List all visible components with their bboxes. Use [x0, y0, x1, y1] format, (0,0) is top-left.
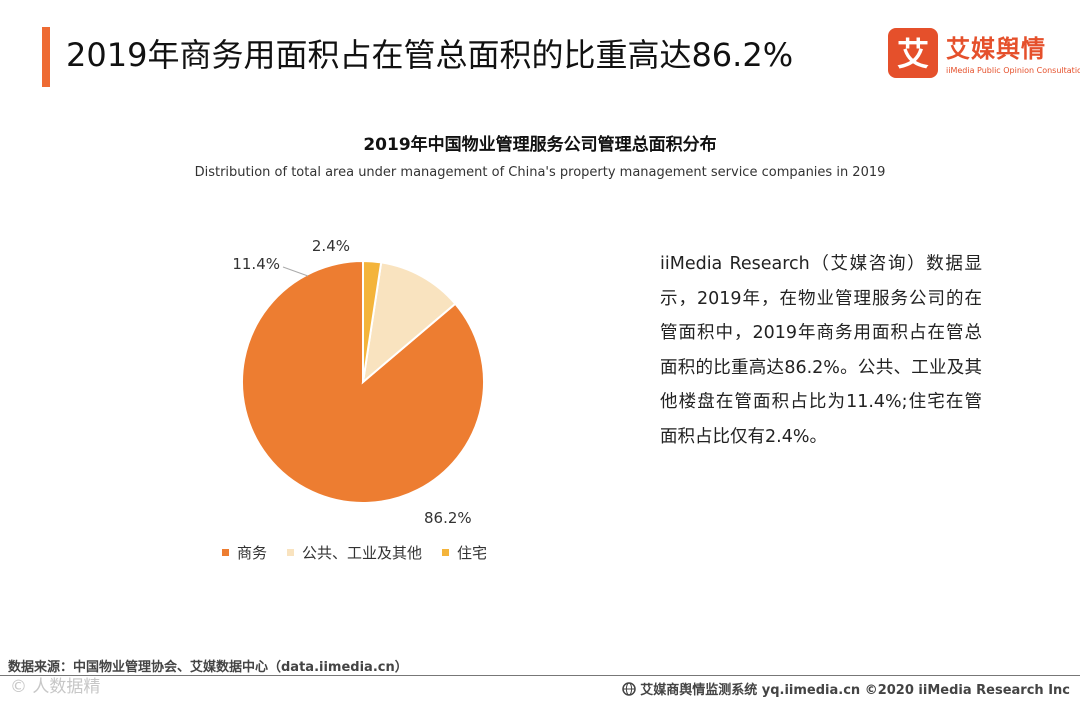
- legend-item-public-industrial-other: 公共、工业及其他: [287, 542, 422, 563]
- legend-item-residential: 住宅: [442, 542, 487, 563]
- page-title: 2019年商务用面积占在管总面积的比重高达86.2%: [66, 36, 794, 74]
- chart-legend: 商务 公共、工业及其他 住宅: [222, 542, 487, 563]
- legend-swatch-commercial: [222, 549, 229, 556]
- data-label-commercial: 86.2%: [424, 509, 472, 527]
- title-accent-bar: [42, 27, 50, 87]
- logo-mark-icon: 艾: [888, 28, 938, 78]
- pie-slice-residential: [362, 259, 383, 383]
- legend-label-public-industrial-other: 公共、工业及其他: [302, 544, 423, 562]
- svg-text:艾: 艾: [897, 35, 929, 73]
- leader-line-public-industrial-other: [282, 266, 309, 277]
- legend-swatch-public-industrial-other: [287, 549, 295, 556]
- legend-label-commercial: 商务: [237, 544, 268, 562]
- data-source: 数据来源：中国物业管理协会、艾媒数据中心（data.iimedia.cn）: [8, 660, 408, 675]
- data-label-public-industrial-other: 11.4%: [232, 255, 280, 273]
- pie-chart: 86.2% 11.4% 2.4%: [232, 237, 485, 527]
- pie-slice-public-industrial-other: [361, 261, 457, 385]
- footer-divider: [0, 675, 1080, 676]
- brand-logo: 艾 艾媒舆情 iiMedia Public Opinion Consultati…: [888, 26, 1080, 82]
- legend-item-commercial: 商务: [222, 542, 267, 563]
- description-text: iiMedia Research（艾媒咨询）数据显示，2019年，在物业管理服务…: [660, 254, 982, 447]
- footer: 艾媒商舆情监测系统 yq.iimedia.cn ©2020 iiMedia Re…: [622, 679, 1070, 698]
- legend-label-residential: 住宅: [457, 544, 488, 562]
- logo-name-cn: 艾媒舆情: [946, 35, 1046, 63]
- globe-icon: [622, 681, 636, 696]
- chart-subtitle: Distribution of total area under managem…: [194, 165, 886, 180]
- watermark: © 人数据精: [10, 677, 101, 697]
- data-label-residential: 2.4%: [312, 237, 350, 255]
- legend-swatch-residential: [442, 549, 450, 556]
- chart-title: 2019年中国物业管理服务公司管理总面积分布: [363, 135, 717, 155]
- footer-text: 艾媒商舆情监测系统 yq.iimedia.cn ©2020 iiMedia Re…: [640, 683, 1070, 698]
- logo-name-en: iiMedia Public Opinion Consultation: [946, 66, 1080, 75]
